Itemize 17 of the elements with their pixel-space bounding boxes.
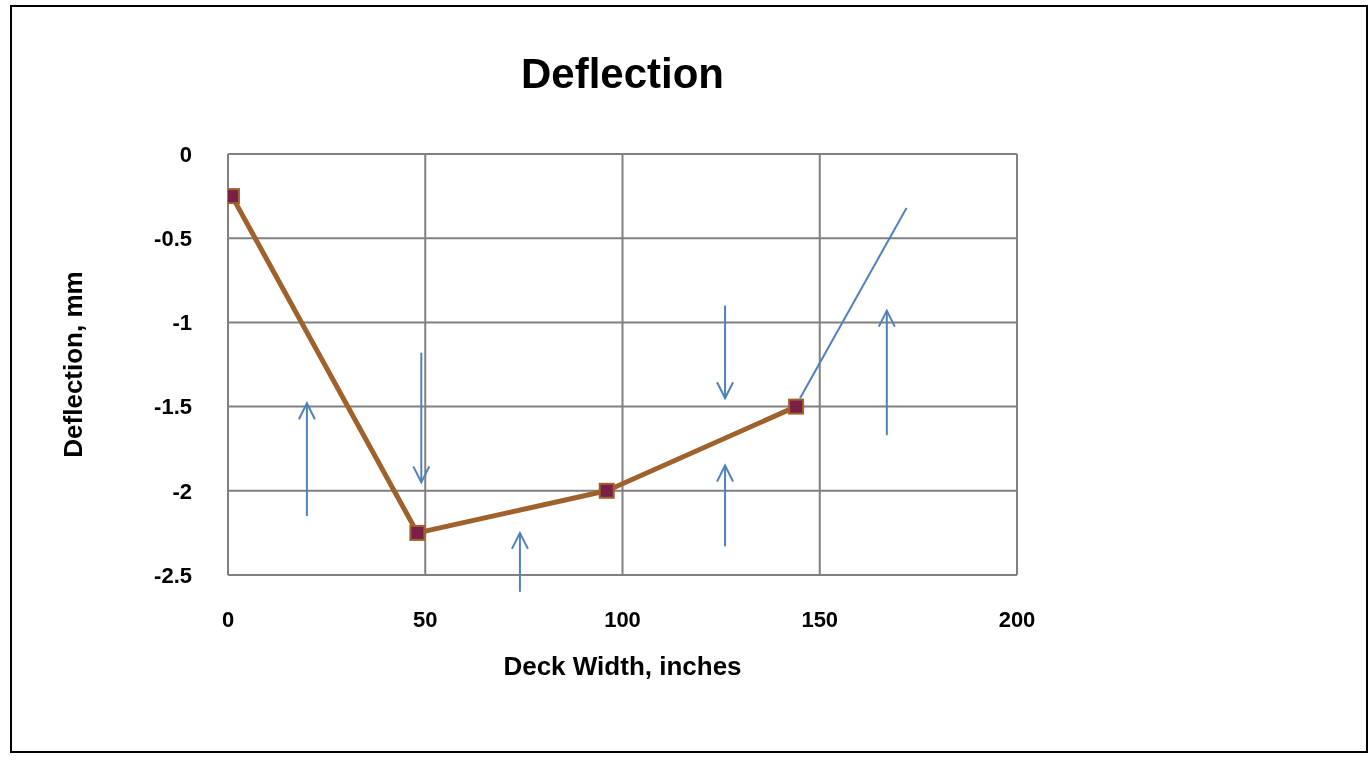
y-tick-label: -1 bbox=[172, 310, 192, 336]
y-tick-label: 0 bbox=[179, 141, 192, 167]
x-tick-label: 100 bbox=[604, 606, 641, 632]
y-tick-label: -2 bbox=[172, 478, 192, 504]
point bbox=[598, 482, 615, 499]
x-tick-label: 0 bbox=[221, 606, 235, 632]
point bbox=[788, 398, 805, 415]
x-tick-label: 50 bbox=[413, 606, 438, 632]
y-tick-label: -2.5 bbox=[154, 562, 192, 588]
chart-title: Deflection bbox=[520, 50, 725, 98]
y-tick-label: -1.5 bbox=[154, 394, 192, 420]
y-tick-label: -0.5 bbox=[154, 226, 192, 252]
y-axis-title: Deflection, mm bbox=[58, 271, 89, 458]
x-tick-label: 200 bbox=[998, 606, 1036, 632]
x-tick-label: 150 bbox=[801, 606, 839, 632]
x-axis-title: Deck Width, inches bbox=[503, 651, 742, 681]
point bbox=[409, 524, 426, 541]
